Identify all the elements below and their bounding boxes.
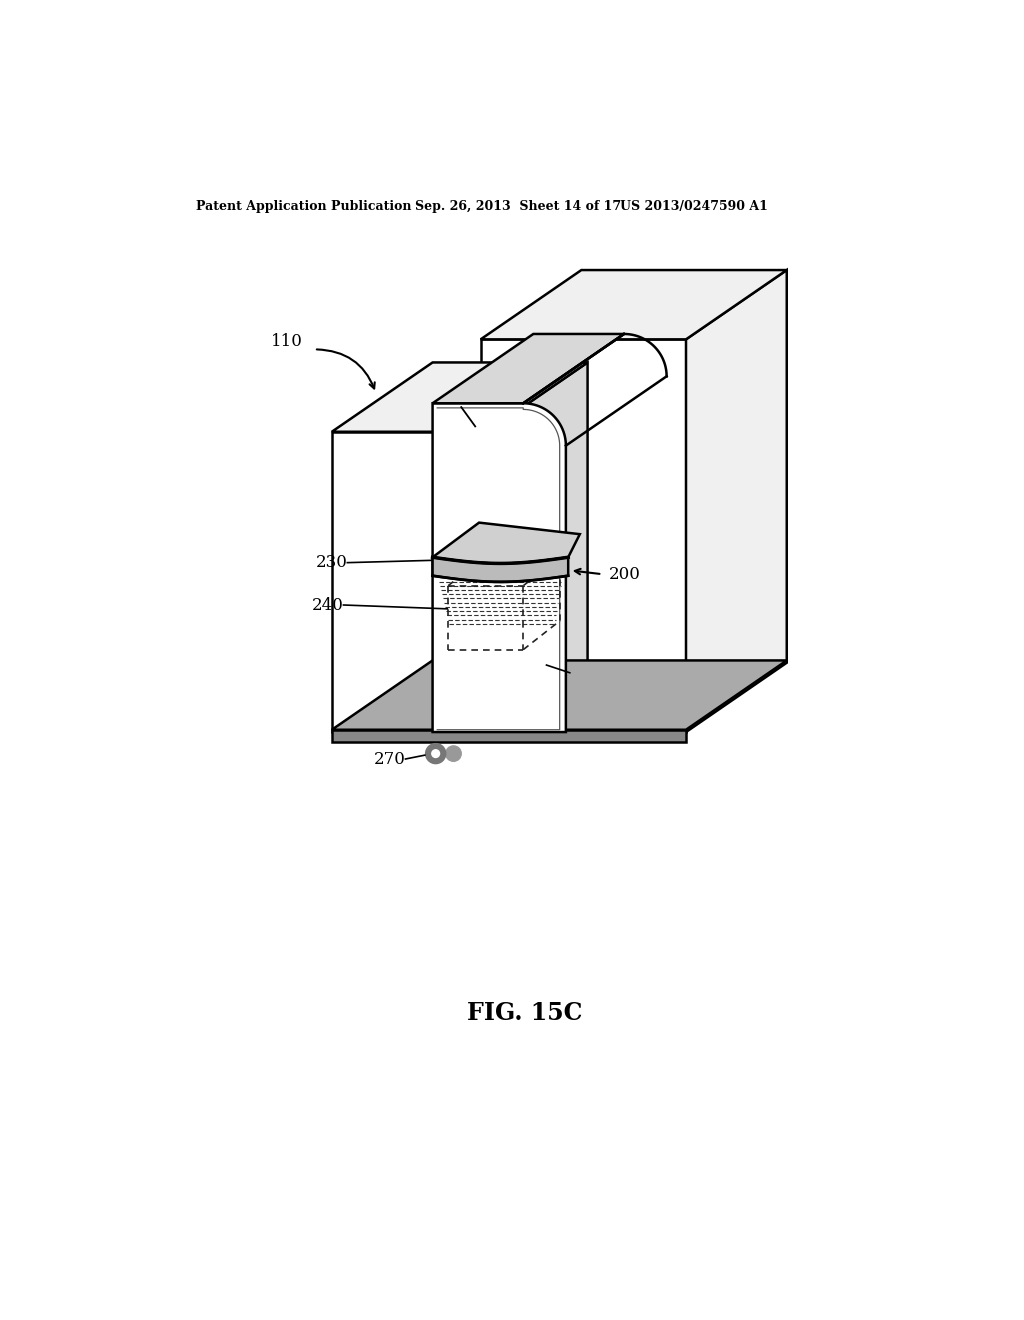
Polygon shape xyxy=(486,363,588,733)
Polygon shape xyxy=(332,660,786,730)
Polygon shape xyxy=(432,557,568,582)
Polygon shape xyxy=(686,271,786,733)
Text: 110: 110 xyxy=(270,333,302,350)
Polygon shape xyxy=(432,334,624,404)
Text: 200: 200 xyxy=(608,566,640,582)
Text: 230: 230 xyxy=(315,554,347,572)
Polygon shape xyxy=(436,449,562,730)
Circle shape xyxy=(432,750,439,758)
Circle shape xyxy=(445,746,461,762)
Text: FIG. 15C: FIG. 15C xyxy=(467,1001,583,1026)
Text: 220: 220 xyxy=(445,392,477,409)
Polygon shape xyxy=(480,271,786,339)
Text: Sep. 26, 2013  Sheet 14 of 17: Sep. 26, 2013 Sheet 14 of 17 xyxy=(415,199,621,213)
Polygon shape xyxy=(480,339,686,733)
Text: 210: 210 xyxy=(569,664,602,681)
Polygon shape xyxy=(332,730,686,742)
Polygon shape xyxy=(332,363,588,432)
Polygon shape xyxy=(332,432,486,733)
Polygon shape xyxy=(432,523,580,564)
Text: 240: 240 xyxy=(311,597,343,614)
Text: 270: 270 xyxy=(374,751,406,767)
Text: Patent Application Publication: Patent Application Publication xyxy=(197,199,412,213)
Text: US 2013/0247590 A1: US 2013/0247590 A1 xyxy=(621,199,768,213)
Polygon shape xyxy=(432,404,566,733)
Circle shape xyxy=(426,743,445,763)
